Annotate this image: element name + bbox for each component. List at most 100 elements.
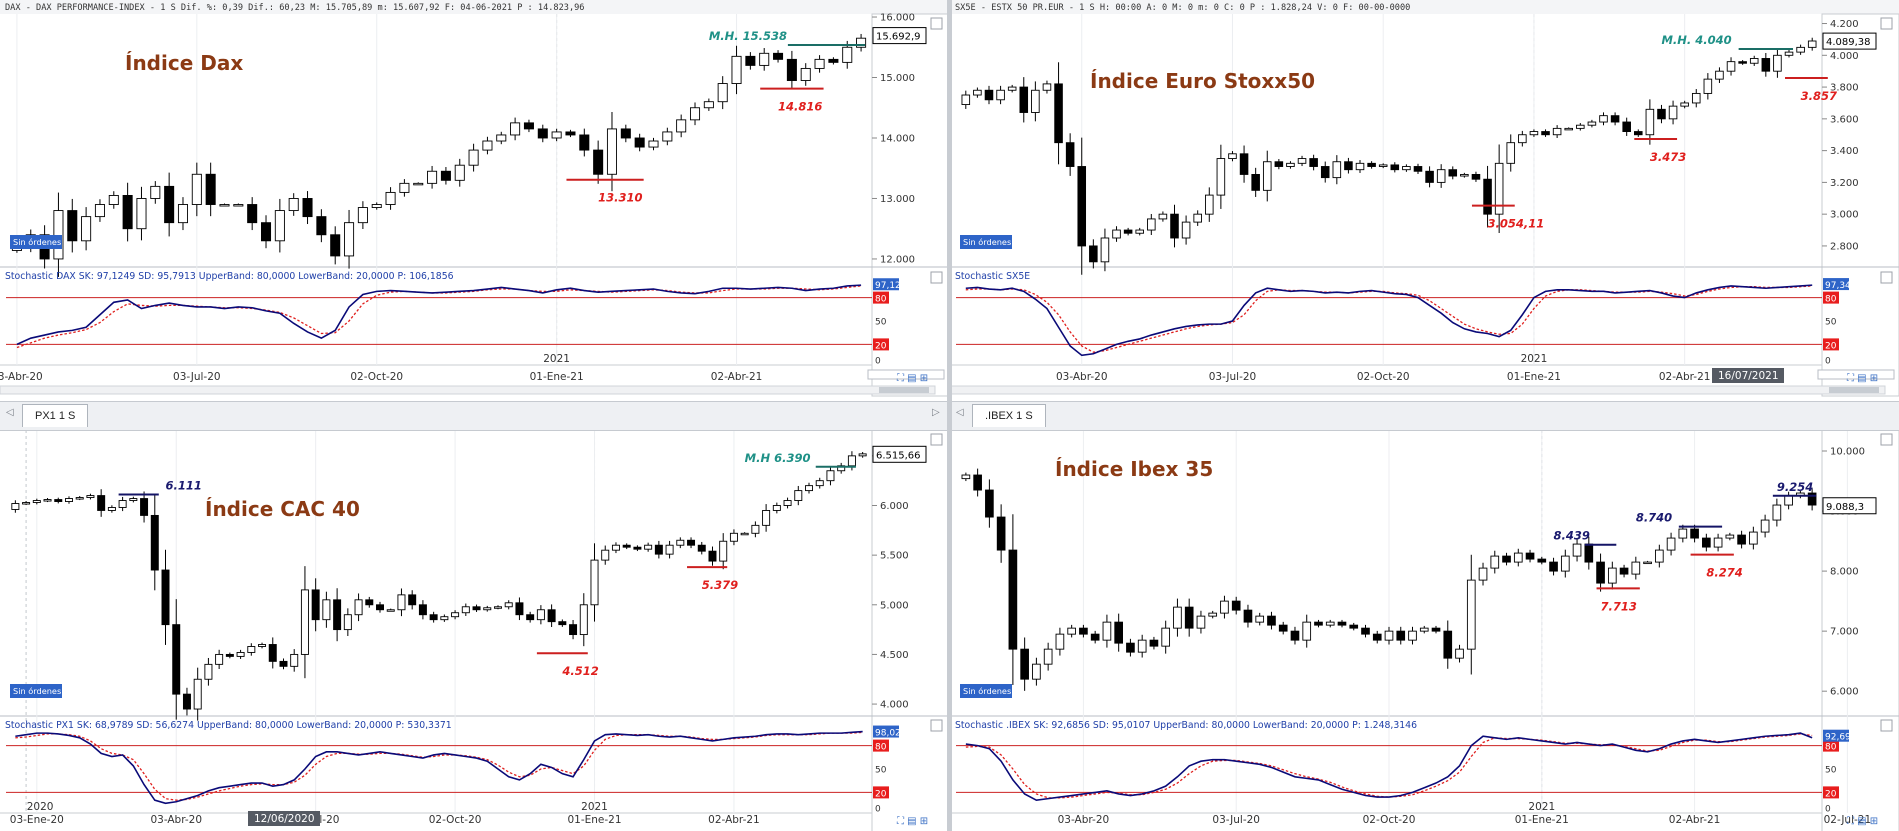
candle-body — [1054, 83, 1063, 144]
candle — [1678, 524, 1688, 543]
candle — [461, 603, 470, 616]
tab-scroll-right-icon[interactable]: ▷ — [932, 407, 940, 418]
date-tick-label: 03-Abr-20 — [150, 814, 202, 826]
osc-value-label: 97,12 — [875, 281, 901, 291]
candle — [537, 124, 548, 143]
candle — [1784, 491, 1793, 510]
candle-body — [973, 89, 982, 96]
candle-body — [493, 606, 502, 609]
osc-menu-icon — [930, 271, 943, 284]
candle-body — [1506, 142, 1516, 164]
candle — [1502, 552, 1511, 566]
candle — [215, 649, 224, 669]
cac40-chart-svg[interactable]: PX1 - CAC 40 - 1 S H: 17:59 A: 5.159,30 … — [0, 416, 949, 831]
candle-body — [67, 210, 78, 242]
tab-scroll-left-icon[interactable]: ◁ — [6, 407, 14, 418]
band-value-box — [873, 786, 889, 799]
candle — [1610, 112, 1620, 126]
osc-tick-label: 50 — [875, 766, 887, 776]
eurostoxx-chart-panel[interactable]: SX5E - ESTX 50 PR.EUR - 1 S H: 00:00 A: … — [950, 0, 1899, 415]
candle-body — [1560, 555, 1570, 572]
eurostoxx-chart-svg[interactable]: SX5E - ESTX 50 PR.EUR - 1 S H: 00:00 A: … — [950, 0, 1899, 415]
candle-body — [150, 185, 161, 199]
dax-chart-svg[interactable]: DAX - DAX PERFORMANCE-INDEX - 1 S Dif. %… — [0, 0, 949, 415]
candle-body — [523, 122, 534, 130]
candle — [1220, 595, 1229, 619]
candle-body — [547, 609, 556, 623]
candle-body — [800, 67, 811, 81]
osc-menu-icon — [1880, 719, 1893, 732]
dax-chart-panel[interactable]: DAX - DAX PERFORMANCE-INDEX - 1 S Dif. %… — [0, 0, 949, 415]
candle — [985, 479, 994, 528]
date-cursor-box — [1712, 368, 1784, 383]
osc-header: Stochastic .IBEX SK: 92,6856 SD: 95,0107… — [955, 720, 1417, 731]
candle-body — [191, 173, 202, 205]
candle — [740, 532, 749, 536]
cac40-chart-panel[interactable]: PX1 - CAC 40 - 1 S H: 17:59 A: 5.159,30 … — [0, 416, 949, 831]
candle — [687, 537, 696, 549]
candle — [1518, 130, 1527, 147]
candle — [676, 114, 687, 138]
candle-body — [515, 602, 524, 616]
band-value-label: 80 — [875, 743, 887, 753]
candle — [1135, 227, 1144, 236]
last-price-label: 9.088,3 — [1826, 502, 1864, 513]
candle — [1262, 150, 1272, 202]
ibex35-chart-panel[interactable]: .IBEX - IBEX-35 - 1 S Dif. %: -0,59 Dif.… — [950, 416, 1899, 831]
candle — [1436, 164, 1446, 188]
candle-body — [288, 198, 299, 212]
candle — [418, 600, 427, 620]
candle-body — [122, 194, 133, 230]
candle-body — [1231, 600, 1241, 611]
candle — [1587, 119, 1597, 128]
tab-ibex[interactable]: .IBEX 1 S — [972, 404, 1046, 427]
band-value-label: 20 — [875, 789, 887, 799]
candle — [794, 485, 803, 506]
candle-body — [858, 453, 867, 457]
candle — [344, 209, 355, 269]
date-tick-label: 02-Abr-21 — [711, 371, 763, 383]
band-value-box — [1823, 786, 1839, 799]
candle — [1490, 550, 1500, 574]
candle-body — [1032, 663, 1041, 680]
candle — [773, 50, 784, 63]
candle — [1549, 557, 1558, 576]
candle-body — [703, 101, 714, 109]
tab-scroll-left-icon-2[interactable]: ◁ — [956, 407, 964, 418]
candle — [1332, 155, 1342, 185]
candle-body — [1443, 630, 1453, 659]
candle-body — [22, 502, 31, 505]
candle — [676, 537, 685, 549]
candle — [719, 533, 728, 570]
candle-body — [1657, 108, 1666, 120]
candle-body — [856, 37, 867, 48]
candle — [1634, 129, 1643, 137]
candle — [1239, 145, 1249, 183]
osc-header: Stochastic DAX SK: 97,1249 SD: 95,7913 U… — [5, 271, 454, 282]
candle — [54, 497, 63, 504]
candle-body — [1448, 169, 1458, 177]
candle — [1402, 164, 1411, 172]
tab-px1[interactable]: PX1 1 S — [22, 404, 89, 427]
candle-body — [593, 149, 604, 175]
price-tick-label: 4.500 — [880, 650, 909, 661]
candle-body — [107, 507, 116, 511]
candle-body — [1807, 40, 1817, 48]
candle — [1572, 538, 1582, 562]
candle-body — [1262, 161, 1272, 191]
last-price-box — [872, 445, 927, 463]
candle-body — [1135, 229, 1144, 234]
candle-body — [300, 589, 309, 655]
osc-value-label: 97,34 — [1825, 281, 1851, 291]
candle — [274, 198, 285, 253]
candle — [1772, 498, 1782, 527]
no-orders-label: Sin órdenes — [963, 237, 1011, 247]
candle — [1622, 117, 1631, 136]
candle — [1089, 239, 1098, 269]
candle-body — [53, 210, 64, 260]
candle — [260, 215, 272, 249]
candle — [22, 501, 31, 506]
candle-body — [1020, 648, 1029, 680]
ibex35-chart-svg[interactable]: .IBEX - IBEX-35 - 1 S Dif. %: -0,59 Dif.… — [950, 416, 1899, 831]
candle-body — [1552, 127, 1562, 136]
